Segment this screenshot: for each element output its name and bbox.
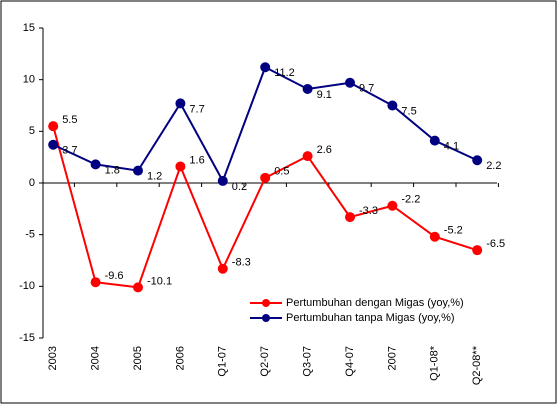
x-tick-label: Q2-08** (471, 345, 483, 385)
data-label: -8.3 (232, 257, 251, 269)
data-label: -9.6 (105, 270, 124, 282)
data-label: 0.5 (274, 166, 289, 178)
data-label: 3.7 (62, 145, 77, 157)
data-label: 9.1 (317, 89, 332, 101)
y-tick-label: 10 (23, 74, 35, 86)
y-tick-label: -10 (19, 280, 35, 292)
x-tick-label: 2005 (132, 346, 144, 370)
legend-label: Pertumbuhan dengan Migas (yoy,%) (286, 297, 464, 309)
x-tick-label: 2003 (47, 346, 59, 370)
x-tick-label: Q1-08* (429, 345, 441, 381)
x-tick-label: 2004 (90, 346, 102, 370)
point (90, 159, 101, 170)
point (387, 200, 398, 211)
point (217, 175, 228, 186)
data-label: 2.6 (317, 144, 332, 156)
x-tick-label: Q1-07 (217, 346, 229, 377)
data-label: -5.2 (444, 225, 463, 237)
point (217, 263, 228, 274)
y-tick-label: 5 (29, 125, 35, 137)
point (472, 155, 483, 166)
point (48, 121, 59, 132)
data-label: 7.7 (189, 103, 204, 115)
data-label: 5.5 (62, 114, 77, 126)
data-label: 1.6 (189, 154, 204, 166)
y-tick-label: -5 (25, 229, 35, 241)
x-tick-label: Q2-07 (259, 346, 271, 377)
point (345, 77, 355, 88)
point (133, 165, 143, 176)
data-label: 9.7 (359, 83, 374, 95)
y-tick-label: 0 (29, 177, 35, 189)
point (90, 277, 101, 288)
point (175, 161, 186, 172)
point (472, 245, 483, 256)
point (387, 100, 398, 111)
data-label: 1.2 (147, 171, 162, 183)
point (302, 151, 313, 162)
data-label: -2.2 (401, 194, 420, 206)
point (429, 231, 440, 242)
x-tick-label: 2006 (174, 346, 186, 370)
data-label: 11.2 (274, 67, 295, 79)
point (260, 62, 271, 73)
point (48, 139, 59, 150)
point (345, 212, 355, 223)
data-label: -10.1 (147, 275, 172, 287)
point (429, 135, 440, 146)
legend-marker (262, 314, 270, 322)
x-tick-label: Q4-07 (344, 346, 356, 377)
data-label: 1.8 (105, 164, 120, 176)
point (133, 282, 143, 293)
x-tick-label: Q3-07 (302, 346, 314, 377)
data-label: -6.5 (486, 238, 505, 250)
x-tick-label: 2007 (386, 346, 398, 370)
point (302, 83, 313, 94)
y-tick-label: -15 (19, 332, 35, 344)
data-label: 4.1 (444, 141, 459, 153)
data-label: 2.2 (486, 160, 501, 172)
legend-label: Pertumbuhan tanpa Migas (yoy,%) (286, 312, 455, 324)
point (175, 98, 186, 109)
data-label: 0.2 (232, 181, 247, 193)
data-label: 7.5 (401, 105, 416, 117)
point (260, 172, 271, 183)
legend-marker (262, 299, 270, 307)
data-label: -3.3 (359, 205, 378, 217)
y-tick-label: 15 (23, 22, 35, 34)
